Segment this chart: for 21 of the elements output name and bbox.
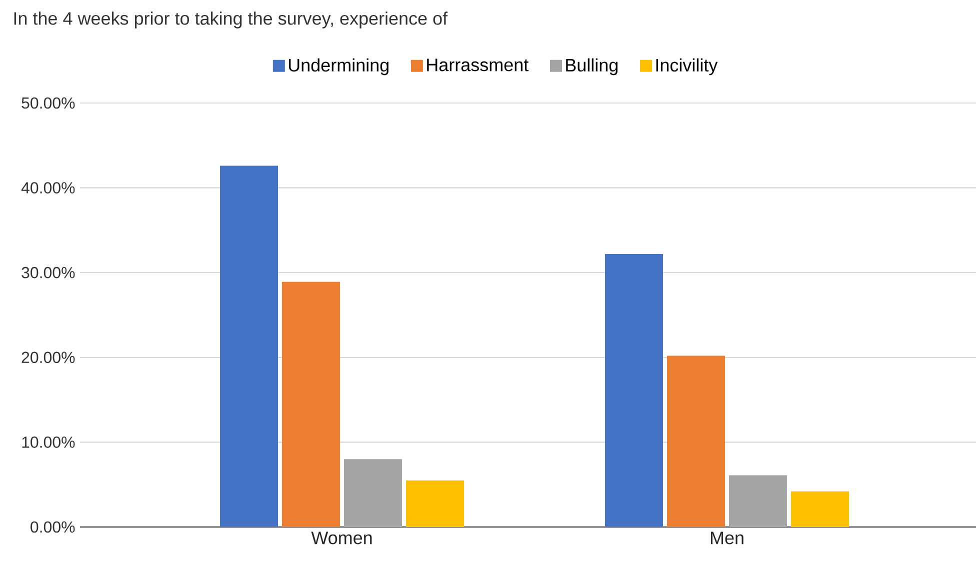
bar [729,475,787,527]
bar [605,254,663,527]
bar [220,166,278,527]
y-tick-label: 50.00% [22,97,75,109]
x-tick-label: Men [710,532,744,544]
bar [406,480,464,527]
x-tick-label: Women [311,532,372,544]
bar [344,459,402,527]
y-tick-label: 10.00% [22,436,75,448]
y-tick-label: 30.00% [22,266,75,278]
legend-label: Undermining [288,58,388,76]
legend-label: Bulling [566,58,618,76]
y-tick-label: 20.00% [22,352,75,364]
legend-label: Incivility [656,58,718,76]
y-tick-label: 40.00% [21,182,75,194]
legend-label: Harrassment [427,58,529,72]
bar [282,282,340,527]
chart-title: In the 4 weeks prior to taking the survey, experience of [14,12,448,28]
y-tick-label: 0.00% [30,521,75,533]
bar [667,356,725,527]
bar [790,491,849,527]
